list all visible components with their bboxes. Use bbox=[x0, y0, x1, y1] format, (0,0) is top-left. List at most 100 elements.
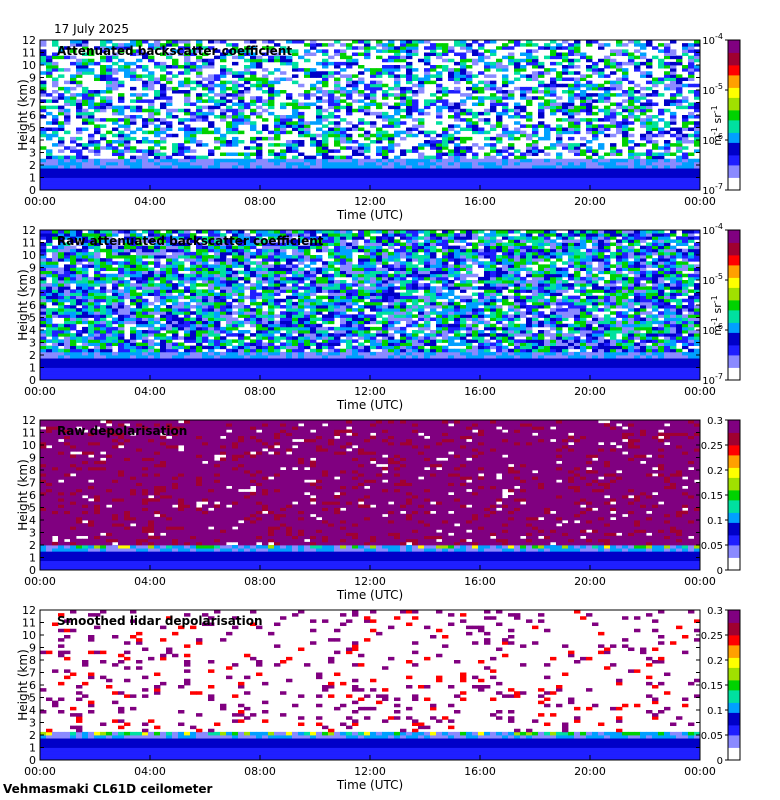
heatmap-cell bbox=[142, 311, 149, 315]
heatmap-cell bbox=[466, 180, 473, 185]
heatmap-cell bbox=[562, 55, 569, 60]
heatmap-cell bbox=[610, 49, 617, 53]
heatmap-cell bbox=[610, 174, 617, 178]
heatmap-cell bbox=[322, 171, 329, 175]
heatmap-cell bbox=[70, 326, 77, 331]
heatmap-cell bbox=[40, 55, 47, 60]
heatmap-cell bbox=[190, 333, 197, 337]
heatmap-cell bbox=[118, 280, 125, 284]
heatmap-cell bbox=[178, 143, 185, 147]
heatmap-cell bbox=[604, 115, 611, 119]
heatmap-cell bbox=[298, 161, 305, 166]
heatmap-cell bbox=[40, 171, 47, 175]
heatmap-cell bbox=[364, 43, 371, 47]
heatmap-cell bbox=[148, 152, 155, 157]
heatmap-cell bbox=[634, 40, 641, 44]
heatmap-cell bbox=[172, 180, 179, 185]
heatmap-cell bbox=[412, 40, 419, 44]
heatmap-cell bbox=[118, 314, 125, 318]
heatmap-cell bbox=[502, 65, 509, 69]
heatmap-cell bbox=[406, 68, 413, 72]
heatmap-cell bbox=[214, 270, 221, 275]
date-label: 17 July 2025 bbox=[54, 22, 129, 36]
colorbar-segment bbox=[728, 65, 740, 68]
heatmap-cell bbox=[520, 43, 527, 47]
heatmap-cell bbox=[232, 115, 239, 119]
heatmap-cell bbox=[202, 367, 209, 372]
heatmap-cell bbox=[286, 171, 293, 175]
heatmap-cell bbox=[694, 130, 701, 135]
heatmap-cell bbox=[112, 174, 119, 178]
heatmap-cell bbox=[166, 186, 173, 191]
heatmap-cell bbox=[82, 364, 89, 368]
heatmap-cell bbox=[190, 270, 197, 275]
heatmap-cell bbox=[232, 345, 239, 350]
heatmap-cell bbox=[76, 127, 83, 132]
heatmap-cell bbox=[118, 58, 125, 63]
heatmap-cell bbox=[610, 83, 617, 88]
heatmap-cell bbox=[76, 367, 83, 372]
heatmap-cell bbox=[136, 301, 143, 306]
heatmap-cell bbox=[136, 168, 143, 172]
heatmap-cell bbox=[100, 40, 107, 44]
heatmap-cell bbox=[436, 55, 443, 60]
heatmap-cell bbox=[52, 308, 59, 312]
heatmap-cell bbox=[538, 90, 545, 94]
heatmap-cell bbox=[46, 348, 53, 353]
heatmap-cell bbox=[82, 351, 89, 356]
heatmap-cell bbox=[238, 130, 245, 135]
heatmap-cell bbox=[112, 251, 119, 256]
heatmap-cell bbox=[166, 314, 173, 318]
heatmap-cell bbox=[646, 86, 653, 91]
heatmap-cell bbox=[70, 80, 77, 85]
heatmap-cell bbox=[580, 149, 587, 153]
heatmap-cell bbox=[376, 111, 383, 116]
heatmap-cell bbox=[184, 230, 191, 234]
heatmap-cell bbox=[232, 71, 239, 75]
heatmap-cell bbox=[358, 105, 365, 110]
heatmap-cell bbox=[664, 183, 671, 188]
heatmap-cell bbox=[394, 105, 401, 110]
heatmap-cell bbox=[472, 124, 479, 128]
heatmap-cell bbox=[184, 317, 191, 322]
heatmap-cell bbox=[514, 130, 521, 135]
heatmap-cell bbox=[226, 245, 233, 250]
heatmap-cell bbox=[622, 71, 629, 75]
heatmap-cell bbox=[256, 165, 263, 169]
heatmap-cell bbox=[448, 177, 455, 182]
heatmap-cell bbox=[40, 348, 47, 353]
heatmap-cell bbox=[202, 158, 209, 163]
heatmap-cell bbox=[178, 165, 185, 169]
heatmap-cell bbox=[136, 158, 143, 163]
heatmap-cell bbox=[574, 130, 581, 135]
heatmap-cell bbox=[358, 158, 365, 163]
heatmap-cell bbox=[562, 83, 569, 88]
heatmap-cell bbox=[598, 155, 605, 160]
heatmap-cell bbox=[64, 311, 71, 315]
heatmap-cell bbox=[184, 133, 191, 138]
heatmap-cell bbox=[178, 83, 185, 88]
heatmap-cell bbox=[544, 68, 551, 72]
heatmap-cell bbox=[82, 361, 89, 365]
heatmap-cell bbox=[130, 177, 137, 182]
heatmap-cell bbox=[586, 74, 593, 78]
heatmap-cell bbox=[406, 49, 413, 53]
heatmap-cell bbox=[208, 99, 215, 103]
heatmap-cell bbox=[70, 168, 77, 172]
heatmap-cell bbox=[364, 40, 371, 44]
heatmap-cell bbox=[64, 161, 71, 166]
heatmap-cell bbox=[232, 90, 239, 94]
heatmap-cell bbox=[94, 186, 101, 191]
heatmap-cell bbox=[568, 105, 575, 110]
heatmap-cell bbox=[292, 140, 299, 144]
heatmap-cell bbox=[52, 336, 59, 340]
heatmap-cell bbox=[328, 161, 335, 166]
heatmap-cell bbox=[400, 183, 407, 188]
heatmap-cell bbox=[112, 339, 119, 343]
heatmap-cell bbox=[70, 74, 77, 78]
heatmap-cell bbox=[226, 308, 233, 312]
heatmap-cell bbox=[88, 71, 95, 75]
heatmap-cell bbox=[592, 133, 599, 138]
heatmap-cell bbox=[274, 180, 281, 185]
heatmap-cell bbox=[76, 115, 83, 119]
